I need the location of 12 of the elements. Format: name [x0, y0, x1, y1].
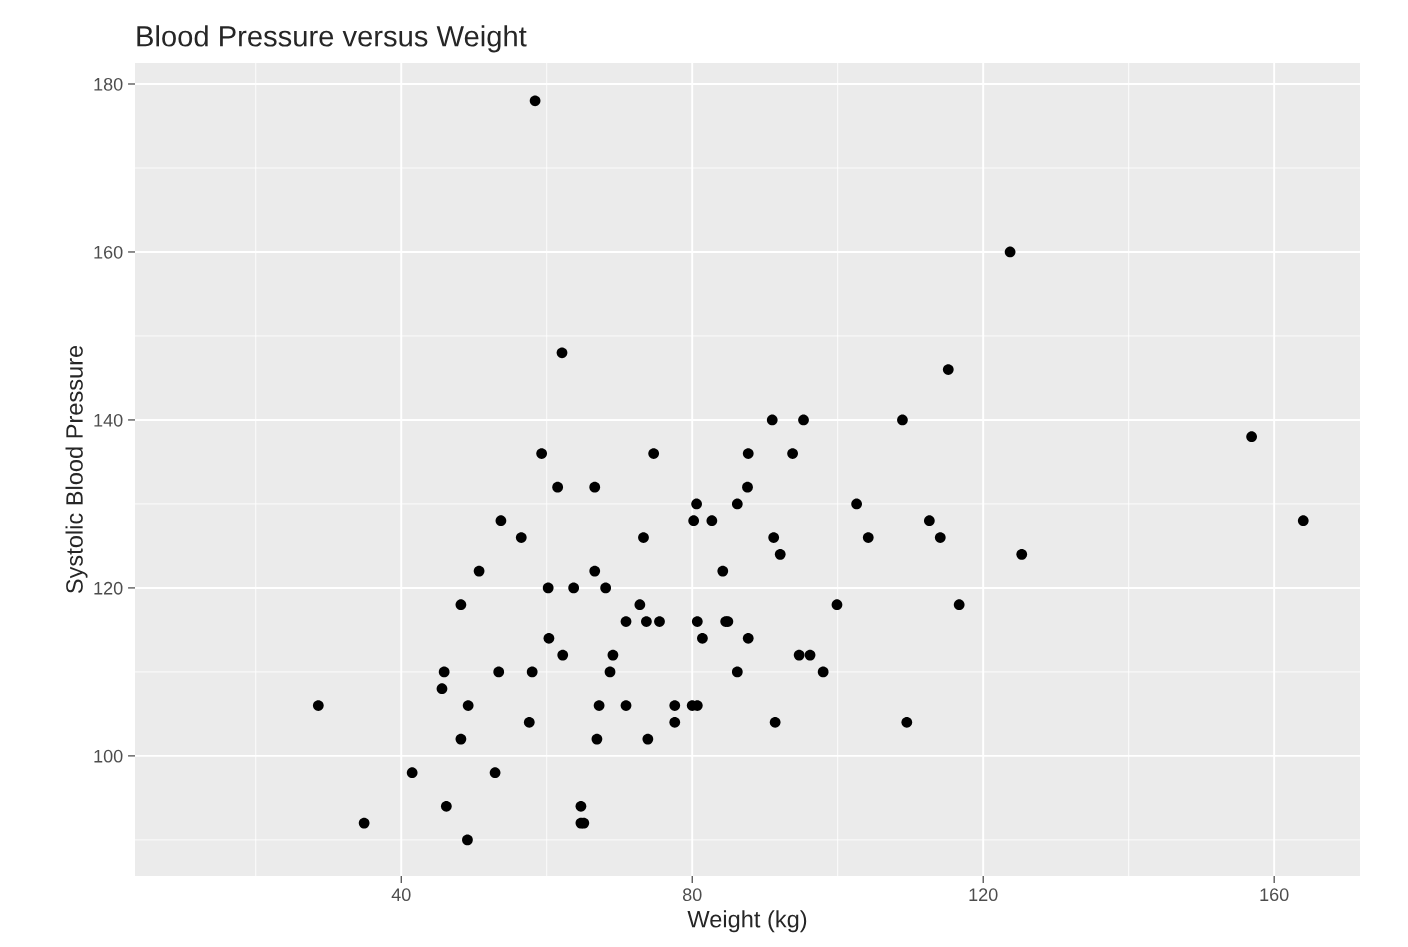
- y-axis-title: Systolic Blood Pressure: [65, 345, 88, 594]
- y-tick-label: 100: [94, 749, 123, 763]
- x-tick-label: 120: [969, 888, 998, 902]
- x-axis-title: Weight (kg): [687, 910, 807, 933]
- y-tick-label: 140: [94, 413, 123, 427]
- y-tick-label: 120: [94, 581, 123, 595]
- x-tick-label: 40: [391, 888, 411, 902]
- x-tick-label: 160: [1260, 888, 1289, 902]
- x-tick-label: 80: [682, 888, 702, 902]
- y-tick-label: 180: [94, 77, 123, 91]
- chart-title: Blood Pressure versus Weight: [137, 25, 527, 53]
- y-tick-label: 160: [94, 245, 123, 259]
